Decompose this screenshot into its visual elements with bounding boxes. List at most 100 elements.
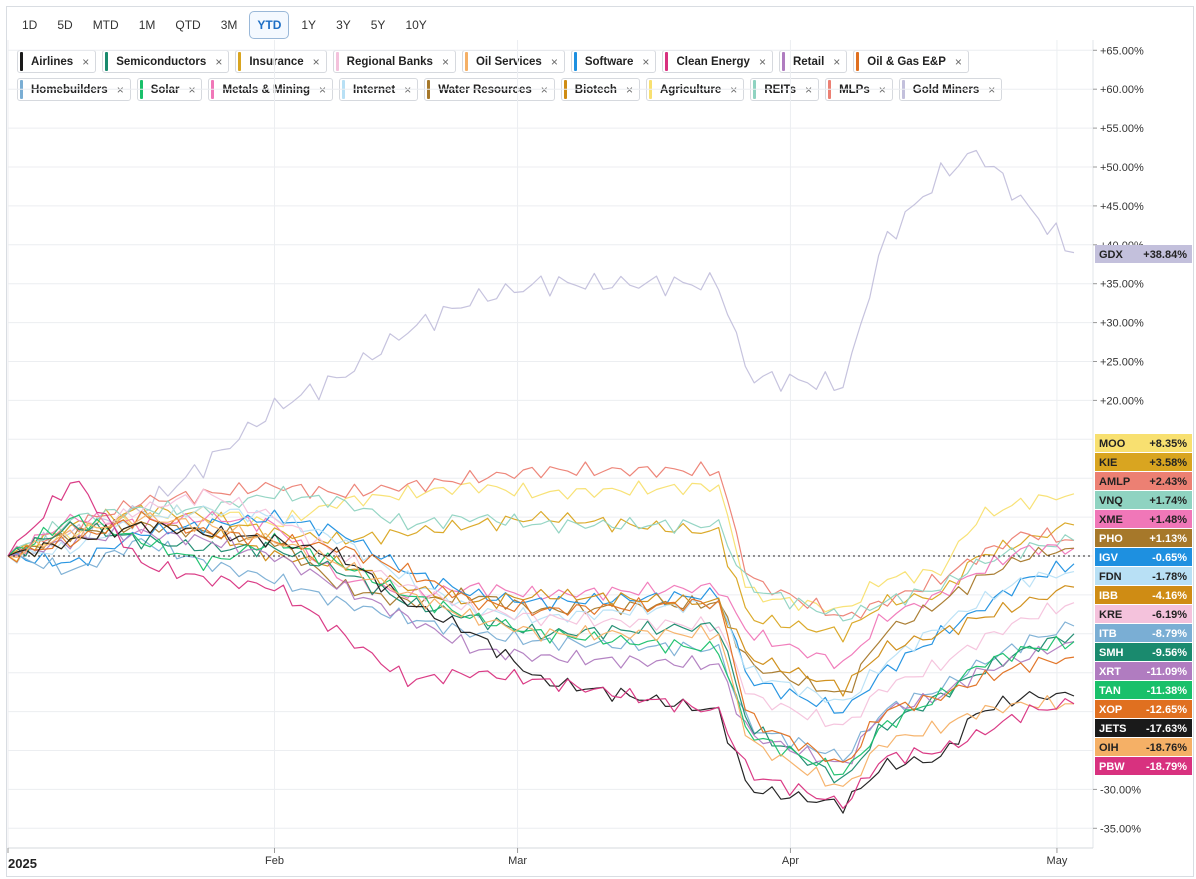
x-tick-label: Feb xyxy=(265,855,284,867)
tag-ticker: IBB xyxy=(1099,590,1118,602)
legend-swatch xyxy=(856,52,860,71)
tag-value: +3.58% xyxy=(1149,457,1187,469)
range-button-1d[interactable]: 1D xyxy=(22,18,38,32)
grid xyxy=(7,40,1094,849)
legend-chip-semiconductors[interactable]: Semiconductors × xyxy=(102,50,230,73)
series-line-vnq[interactable] xyxy=(7,485,1075,622)
series-line-xrt[interactable] xyxy=(7,527,1075,765)
tag-value: +1.13% xyxy=(1149,533,1187,545)
tag-ticker: ITB xyxy=(1099,628,1117,640)
close-icon[interactable]: × xyxy=(82,54,90,69)
tag-ticker: AMLP xyxy=(1099,476,1130,488)
series-line-pbw[interactable] xyxy=(7,480,1075,809)
range-button-qtd[interactable]: QTD xyxy=(175,18,201,32)
range-button-5d[interactable]: 5D xyxy=(57,18,73,32)
legend-chip-oil-services[interactable]: Oil Services × xyxy=(461,50,565,73)
tag-ticker: PHO xyxy=(1099,533,1123,545)
legend-label: Semiconductors xyxy=(116,55,207,68)
value-tag-xrt: XRT -11.09% xyxy=(1095,662,1192,680)
value-tag-amlp: AMLP +2.43% xyxy=(1095,472,1192,490)
y-tick-label: +50.00% xyxy=(1100,162,1144,174)
value-tag-itb: ITB -8.79% xyxy=(1095,624,1192,642)
close-icon[interactable]: × xyxy=(954,54,962,69)
tag-ticker: XME xyxy=(1099,514,1123,526)
series-line-oih[interactable] xyxy=(7,512,1074,787)
x-axis: 2025 Feb Mar Apr May xyxy=(7,848,1068,871)
y-tick-label: +35.00% xyxy=(1100,279,1144,291)
series-line-xop[interactable] xyxy=(7,510,1075,763)
tag-value: +8.35% xyxy=(1149,438,1187,450)
y-tick-label: +65.00% xyxy=(1100,45,1144,57)
value-tag-xme: XME +1.48% xyxy=(1095,510,1192,528)
close-icon[interactable]: × xyxy=(550,54,558,69)
value-tag-xop: XOP -12.65% xyxy=(1095,700,1192,718)
range-button-1m[interactable]: 1M xyxy=(138,18,156,32)
tag-ticker: IGV xyxy=(1099,552,1119,564)
tag-ticker: TAN xyxy=(1099,685,1121,697)
y-tick-label: -35.00% xyxy=(1100,823,1141,835)
y-tick-label: +60.00% xyxy=(1100,84,1144,96)
time-range-selector: 1D 5D MTD 1M QTD 3M YTD 1Y 3Y 5Y 10Y xyxy=(14,11,435,39)
legend-chip-oil-gas-e-p[interactable]: Oil & Gas E&P × xyxy=(853,50,969,73)
legend-label: Retail xyxy=(792,55,825,68)
y-axis: +65.00%+60.00%+55.00%+50.00%+45.00%+40.0… xyxy=(1093,45,1144,835)
range-button-1y[interactable]: 1Y xyxy=(301,18,317,32)
close-icon[interactable]: × xyxy=(215,54,223,69)
range-button-3y[interactable]: 3Y xyxy=(336,18,351,32)
x-tick-label: 2025 xyxy=(8,856,37,871)
legend-label: Oil & Gas E&P xyxy=(867,55,946,68)
y-tick-label: +55.00% xyxy=(1100,123,1144,135)
series-line-amlp[interactable] xyxy=(7,461,1075,619)
tag-ticker: PBW xyxy=(1099,761,1125,773)
series-line-jets[interactable] xyxy=(7,520,1075,814)
range-button-ytd[interactable]: YTD xyxy=(249,11,290,39)
series-line-itb[interactable] xyxy=(7,538,1075,762)
series-line-igv[interactable] xyxy=(7,509,1075,714)
tag-value: +38.84% xyxy=(1143,249,1187,261)
series-line-gdx[interactable] xyxy=(7,149,1075,557)
tag-value: -11.38% xyxy=(1147,685,1188,697)
tag-ticker: SMH xyxy=(1099,647,1124,659)
legend-swatch xyxy=(665,52,669,71)
range-button-3m[interactable]: 3M xyxy=(220,18,238,32)
close-icon[interactable]: × xyxy=(642,54,650,69)
legend-label: Oil Services xyxy=(475,55,542,68)
legend-swatch xyxy=(335,52,339,71)
value-tag-ibb: IBB -4.16% xyxy=(1095,586,1192,604)
legend-chip-clean-energy[interactable]: Clean Energy × xyxy=(662,50,773,73)
range-button-mtd[interactable]: MTD xyxy=(92,18,119,32)
close-icon[interactable]: × xyxy=(833,54,841,69)
legend-swatch xyxy=(781,52,785,71)
x-tick-label: May xyxy=(1047,855,1068,867)
value-tag-fdn: FDN -1.78% xyxy=(1095,567,1192,585)
legend-label: Software xyxy=(584,55,634,68)
series-line-tan[interactable] xyxy=(7,514,1075,776)
tag-value: -17.63% xyxy=(1146,723,1187,735)
range-button-10y[interactable]: 10Y xyxy=(405,18,427,32)
close-icon[interactable]: × xyxy=(312,54,320,69)
tag-value: +1.74% xyxy=(1149,495,1187,507)
tag-value: -4.16% xyxy=(1152,590,1187,602)
series-line-smh[interactable] xyxy=(7,521,1075,784)
series-line-pho[interactable] xyxy=(7,519,1075,693)
series-line-xme[interactable] xyxy=(7,510,1075,670)
series-line-kre[interactable] xyxy=(7,488,1075,728)
value-tag-kre: KRE -6.19% xyxy=(1095,605,1192,623)
tag-value: -8.79% xyxy=(1152,628,1187,640)
value-tag-tan: TAN -11.38% xyxy=(1095,681,1192,699)
legend-swatch xyxy=(573,52,577,71)
x-tick-label: Mar xyxy=(508,855,527,867)
legend-label: Regional Banks xyxy=(346,55,433,68)
close-icon[interactable]: × xyxy=(758,54,766,69)
x-tick-label: Apr xyxy=(782,855,799,867)
close-icon[interactable]: × xyxy=(441,54,449,69)
tag-value: -18.76% xyxy=(1146,742,1187,754)
range-button-5y[interactable]: 5Y xyxy=(370,18,386,32)
value-tag-moo: MOO +8.35% xyxy=(1095,434,1192,452)
series-line-fdn[interactable] xyxy=(7,504,1075,703)
tag-value: -6.19% xyxy=(1152,609,1187,621)
legend-swatch xyxy=(238,52,242,71)
tag-value: +1.48% xyxy=(1149,514,1187,526)
legend-swatch xyxy=(464,52,468,71)
series-lines xyxy=(7,149,1075,814)
